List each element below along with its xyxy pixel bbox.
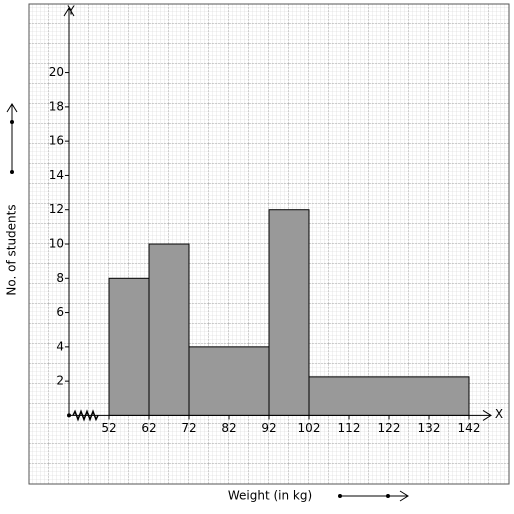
y-tick-label: 14 — [49, 168, 64, 182]
x-tick-label: 82 — [221, 421, 236, 435]
y-tick-label: 20 — [49, 65, 64, 79]
x-arrow — [482, 410, 492, 421]
y-tick-label: 10 — [49, 237, 64, 251]
x-tick-label: 102 — [298, 421, 321, 435]
x-tick-label: 52 — [101, 421, 116, 435]
y-tick-label: 4 — [56, 339, 64, 353]
x-tick-label: 122 — [378, 421, 401, 435]
y-axis-name: Y — [66, 4, 75, 18]
bar — [148, 243, 190, 416]
y-tick-label: 18 — [49, 99, 64, 113]
bar — [108, 277, 150, 416]
plot: X Y 2 4 6 8 10 12 14 16 18 20 52 62 72 82 92 102 112 122 132… — [49, 4, 503, 435]
y-tick-label: 16 — [49, 134, 64, 148]
y-axis-label: No. of students — [5, 204, 19, 295]
x-tick-label: 142 — [458, 421, 481, 435]
y-tick-label: 2 — [56, 374, 64, 388]
y-tick-label: 8 — [56, 271, 64, 285]
y-tick-label: 12 — [49, 202, 64, 216]
y-arrow — [63, 7, 75, 17]
x-tick-label: 132 — [418, 421, 441, 435]
bar — [268, 209, 310, 416]
origin — [67, 413, 71, 418]
decor-arrows — [6, 103, 409, 502]
y-tick-label: 6 — [56, 305, 64, 319]
x-tick-label: 62 — [141, 421, 156, 435]
x-axis-name: X — [495, 407, 503, 421]
axis-break — [72, 409, 99, 422]
x-tick-label: 92 — [261, 421, 276, 435]
x-tick-label: 72 — [181, 421, 196, 435]
x-tick-label: 112 — [338, 421, 361, 435]
bar — [308, 376, 470, 416]
x-axis-label: Weight (in kg) — [228, 489, 312, 503]
bar — [188, 346, 270, 416]
